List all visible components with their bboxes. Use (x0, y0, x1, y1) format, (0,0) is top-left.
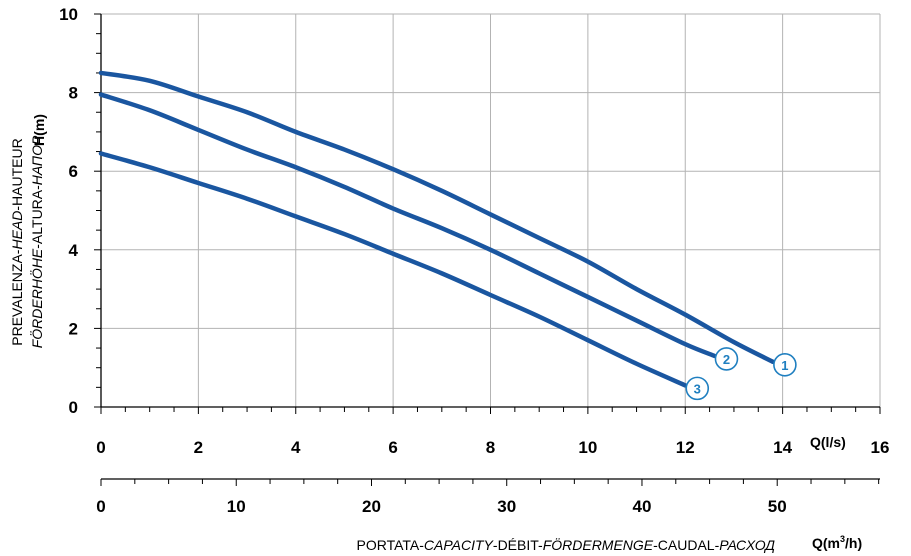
x-tick-label: 16 (871, 438, 890, 457)
x2-tick-label: 30 (497, 497, 516, 516)
x-tick-label: 4 (291, 438, 301, 457)
y-tick-label: 4 (69, 241, 79, 260)
x-tick-label: 10 (578, 438, 597, 457)
y-tick-label: 0 (69, 398, 78, 417)
series-label-3: 3 (694, 381, 701, 396)
series-label-2: 2 (723, 352, 730, 367)
x2-axis: 0 10 20 30 40 50 (96, 478, 880, 516)
grid (100, 13, 881, 408)
x-tick-labels: 0 2 4 6 8 10 12 14 16 (96, 438, 889, 457)
series-label-circle-2 (714, 347, 739, 371)
x-tick-label: 12 (676, 438, 695, 457)
x2-tick-label: 40 (633, 497, 652, 516)
y-tick-label: 10 (59, 5, 78, 24)
series-label-circle-3 (685, 376, 710, 401)
x-tick-label: 0 (96, 438, 105, 457)
series-line-2 (98, 92, 717, 359)
y-axis-title-line2: FÖRDERHÖHE-ALTURA-НАПОР (28, 135, 45, 348)
x-unit-label: Q(l/s) (810, 434, 846, 450)
y-tick-labels: 0 2 4 6 8 10 (59, 5, 78, 417)
x2-tick-label: 10 (227, 497, 246, 516)
y-axis-title-line1: PREVALENZA-HEAD-HAUTEUR (9, 138, 25, 345)
y-tick-label: 6 (69, 162, 78, 181)
x-tick-label: 6 (388, 438, 397, 457)
x2-axis-title: PORTATA-CAPACITY-DÉBIT-FÖRDERMENGE-CAUDA… (357, 536, 776, 553)
x-tick-label: 2 (194, 438, 203, 457)
y-tick-label: 8 (69, 84, 78, 103)
x2-tick-label: 20 (362, 497, 381, 516)
series-line-1 (98, 70, 776, 365)
x2-tick-label: 50 (768, 497, 787, 516)
y-tick-label: 2 (69, 319, 78, 338)
x-tick-label: 14 (773, 438, 792, 457)
x2-unit-label: Q(m3/h) (812, 534, 862, 551)
x2-tick-label: 0 (96, 497, 105, 516)
y-unit-label: H(m) (31, 114, 47, 146)
series-label-1: 1 (781, 358, 788, 373)
curves: 1 2 3 (98, 70, 797, 401)
series-label-circle-1 (773, 353, 797, 377)
series-line-3 (98, 151, 688, 388)
x-tick-label: 8 (486, 438, 495, 457)
axes (94, 13, 881, 414)
